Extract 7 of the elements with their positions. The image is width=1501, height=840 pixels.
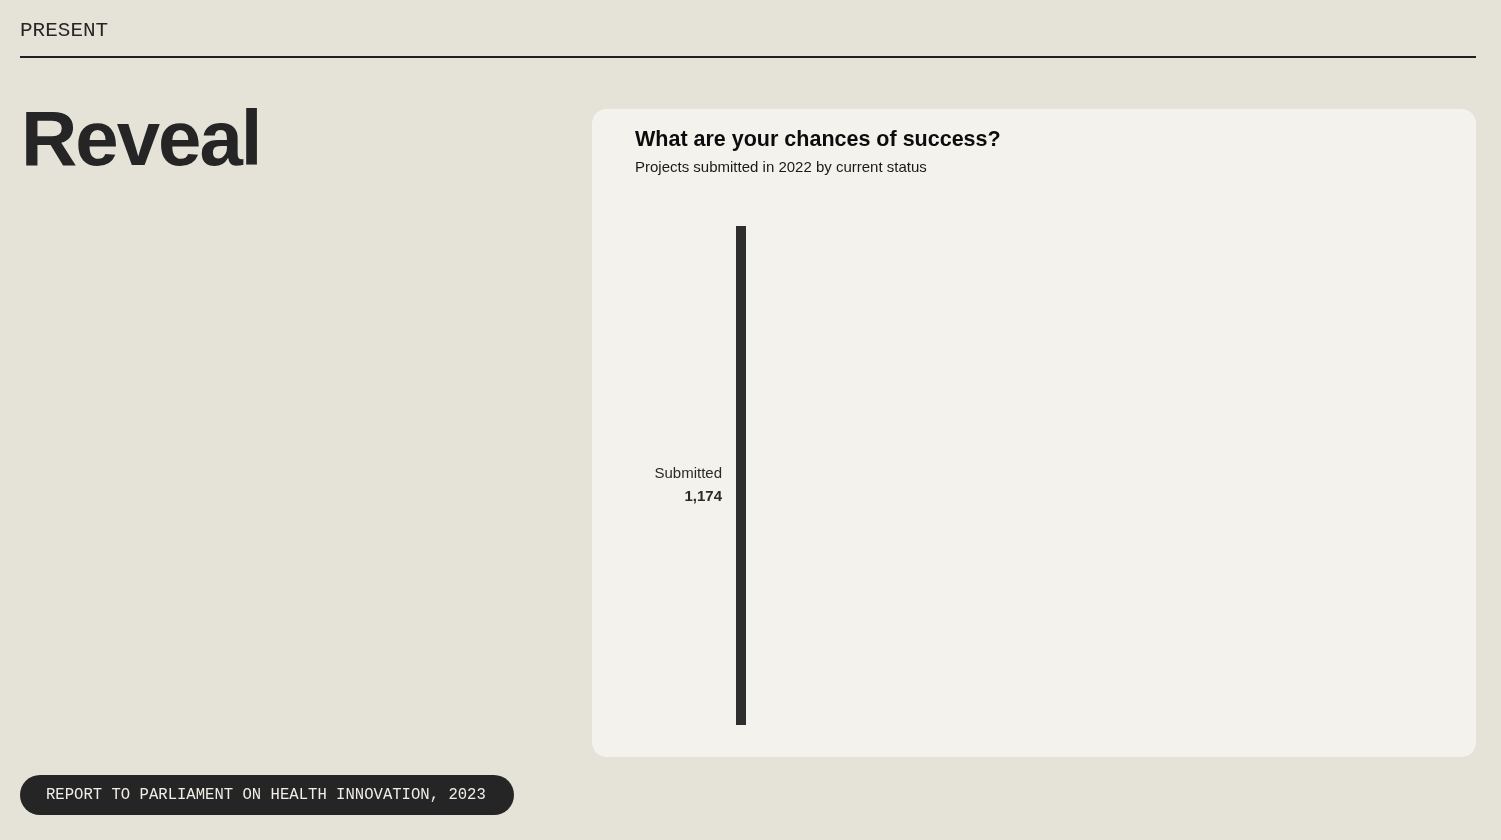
text: Projects submitted in 2022 by current status (635, 158, 927, 175)
text: Reveal (21, 94, 261, 182)
category-label: Submitted (654, 463, 722, 481)
text: PRESENT (20, 18, 109, 44)
text: REPORT TO PARLIAMENT ON HEALTH INNOVATION, 2023 (46, 785, 486, 806)
data-label: 1,174 (684, 486, 723, 504)
text: What are your chances of success? (635, 127, 1001, 152)
